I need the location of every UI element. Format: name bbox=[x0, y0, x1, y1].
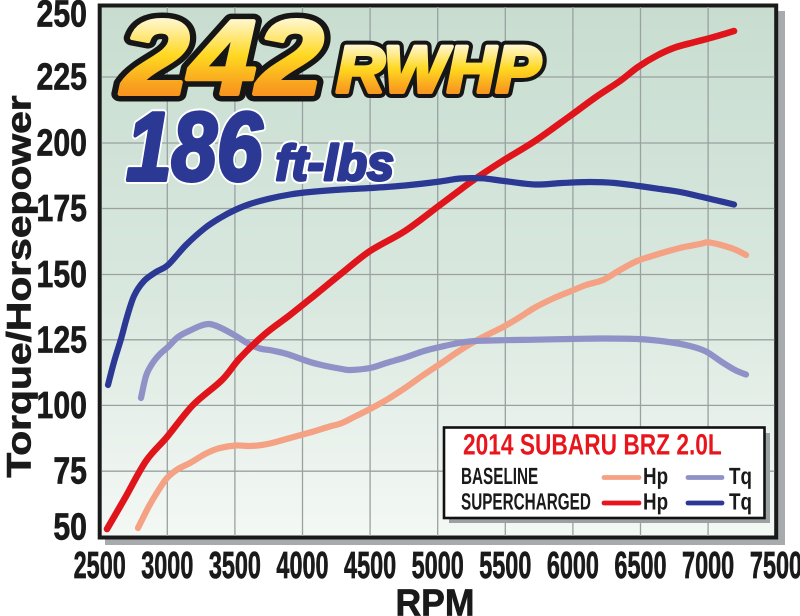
svg-text:242: 242 bbox=[119, 0, 323, 117]
svg-text:186: 186 bbox=[126, 92, 263, 201]
svg-text:Hp: Hp bbox=[643, 463, 668, 489]
svg-text:Tq: Tq bbox=[729, 463, 752, 489]
svg-text:4000: 4000 bbox=[276, 545, 328, 587]
svg-text:7000: 7000 bbox=[682, 545, 734, 587]
svg-text:6000: 6000 bbox=[547, 545, 599, 587]
svg-text:150: 150 bbox=[37, 254, 87, 296]
svg-text:BASELINE: BASELINE bbox=[461, 463, 538, 489]
svg-text:3000: 3000 bbox=[141, 545, 193, 587]
svg-text:Tq: Tq bbox=[729, 489, 752, 515]
svg-text:175: 175 bbox=[37, 188, 87, 230]
svg-text:100: 100 bbox=[37, 385, 87, 427]
svg-text:5000: 5000 bbox=[412, 545, 464, 587]
svg-text:ft-lbs: ft-lbs bbox=[276, 135, 395, 191]
svg-text:2500: 2500 bbox=[74, 545, 126, 587]
svg-text:RWHP: RWHP bbox=[336, 32, 541, 106]
svg-text:225: 225 bbox=[37, 57, 87, 99]
svg-text:50: 50 bbox=[53, 507, 87, 549]
svg-text:6500: 6500 bbox=[614, 545, 666, 587]
svg-text:SUPERCHARGED: SUPERCHARGED bbox=[461, 489, 591, 515]
svg-text:2014 SUBARU BRZ 2.0L: 2014 SUBARU BRZ 2.0L bbox=[463, 429, 722, 462]
svg-text:4500: 4500 bbox=[344, 545, 396, 587]
svg-text:186: 186 bbox=[126, 92, 263, 201]
svg-text:5500: 5500 bbox=[479, 545, 531, 587]
svg-text:3500: 3500 bbox=[209, 545, 261, 587]
svg-text:RWHP: RWHP bbox=[336, 32, 541, 106]
svg-text:125: 125 bbox=[37, 319, 87, 361]
svg-text:Hp: Hp bbox=[643, 489, 668, 515]
svg-text:200: 200 bbox=[37, 123, 87, 165]
svg-text:RPM: RPM bbox=[396, 583, 475, 616]
svg-text:75: 75 bbox=[53, 451, 87, 493]
svg-text:Torque/Horsepower: Torque/Horsepower bbox=[1, 95, 39, 477]
svg-text:250: 250 bbox=[37, 0, 87, 36]
svg-text:7500: 7500 bbox=[750, 545, 800, 587]
svg-text:ft-lbs: ft-lbs bbox=[276, 135, 395, 191]
svg-text:242: 242 bbox=[119, 0, 323, 117]
